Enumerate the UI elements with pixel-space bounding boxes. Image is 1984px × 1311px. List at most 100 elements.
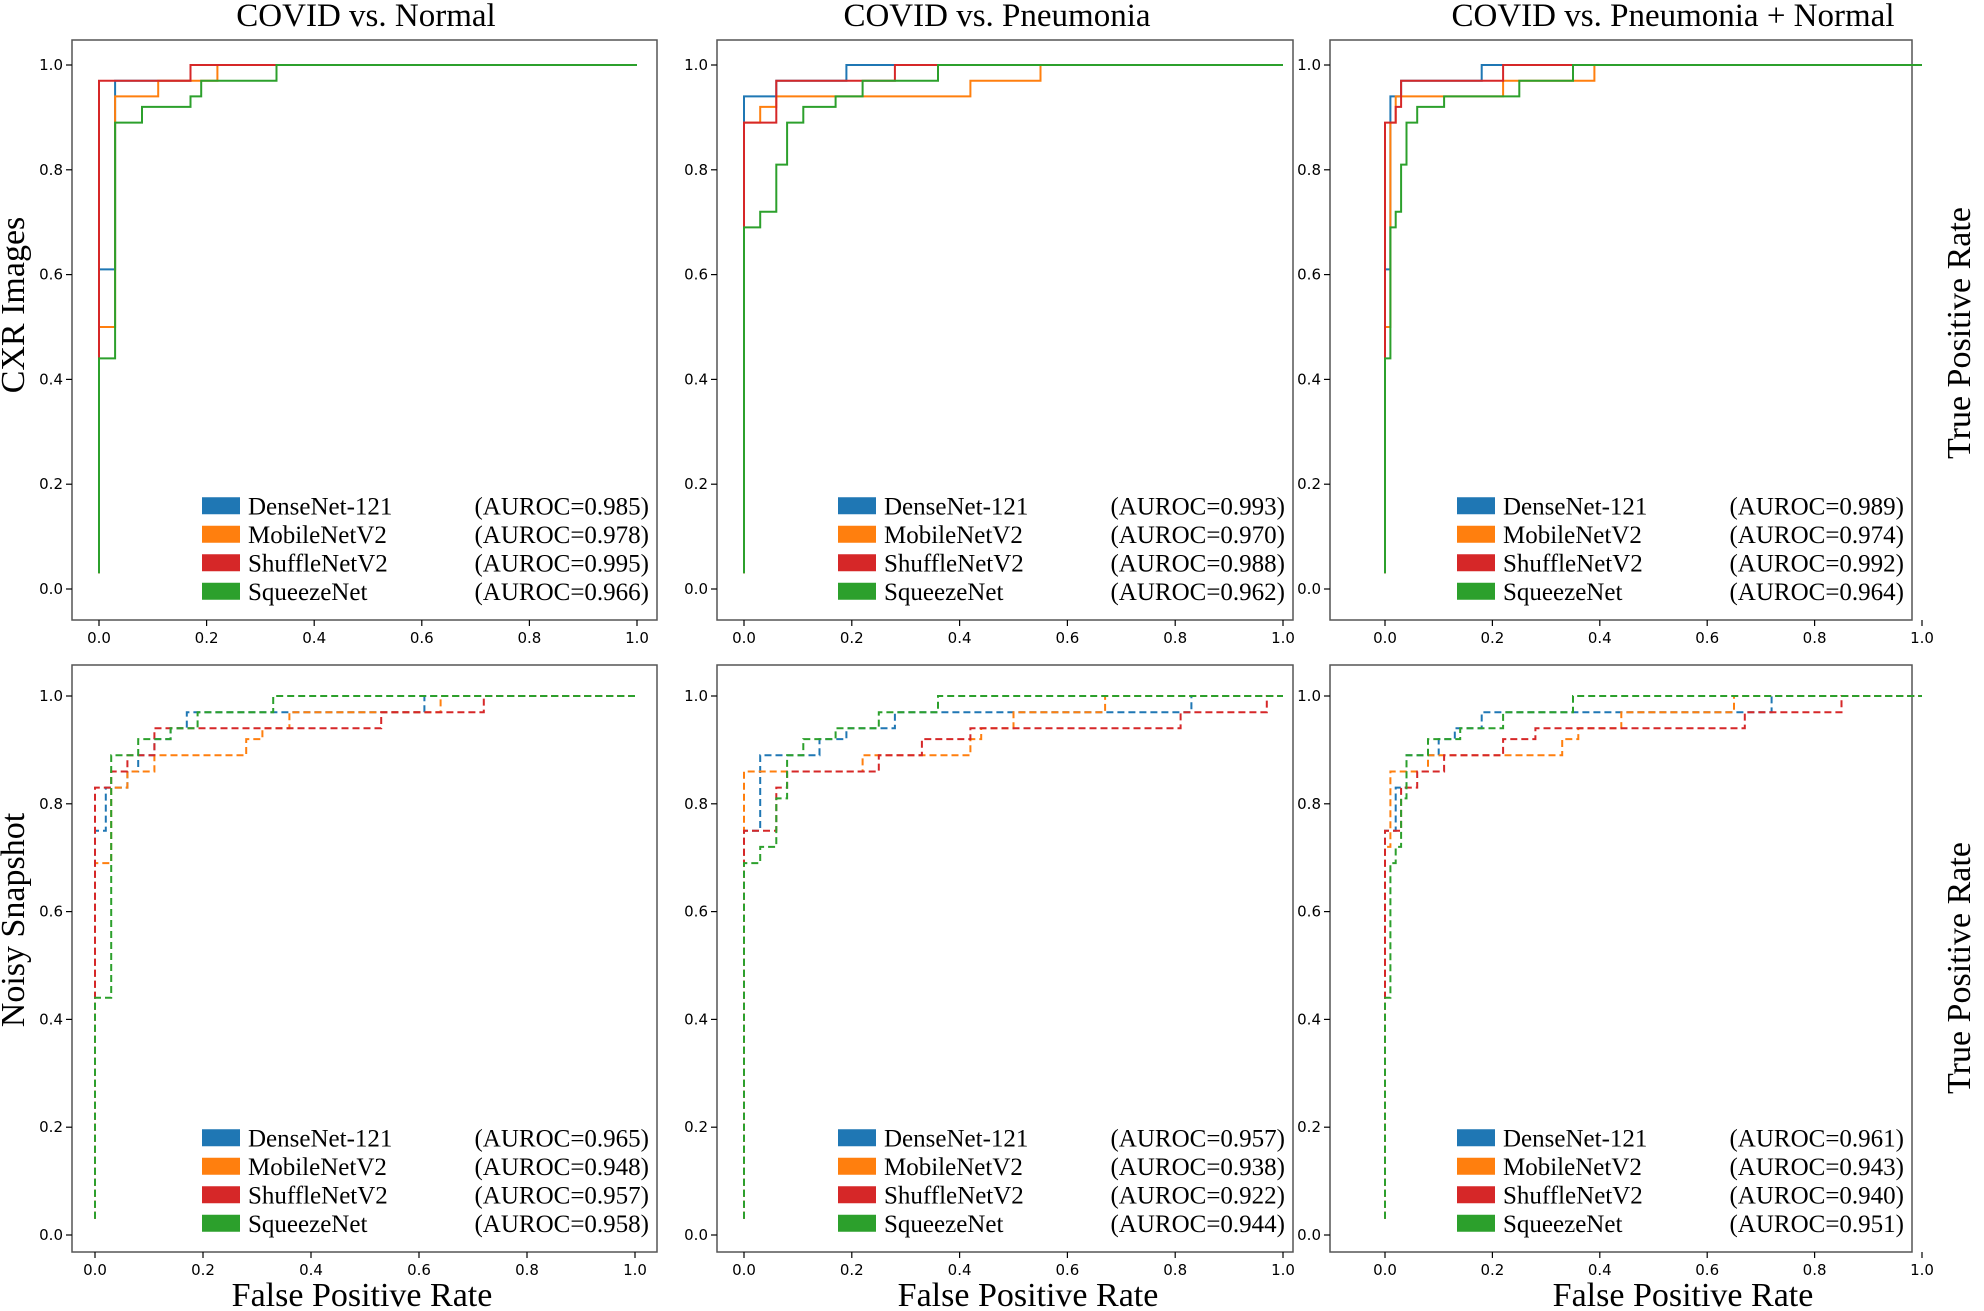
legend-label: SqueezeNet [248,579,367,606]
legend-swatch [1457,1157,1495,1175]
y-tick-label: 0.8 [39,795,63,813]
legend-label: SqueezeNet [1503,579,1622,606]
x-tick-label: 1.0 [1271,629,1295,647]
legend-swatch [838,497,876,515]
y-tick-label: 0.2 [39,475,63,493]
chart-panels: 0.0 0.2 0.4 0.6 0.8 1.00.00.20.40.60.81.0Dens… [39,39,1934,1279]
y-tick-label: 0.4 [684,370,708,388]
y-tick-label: 0.4 [1297,370,1321,388]
legend-label: SqueezeNet [884,579,1003,606]
roc-curve-mobilenetv2 [98,64,637,574]
legend-label: DenseNet-121 [1503,1125,1647,1152]
row-label-cxr: CXR Images [0,217,32,394]
legend-auroc: (AUROC=0.978) [474,522,649,549]
x-tick-label: 0.6 [1695,1261,1719,1279]
xlabel-col3: False Positive Rate [1553,1277,1814,1311]
legend-auroc: (AUROC=0.944) [1110,1211,1285,1238]
y-tick-label: 0.6 [1297,266,1321,284]
legend-auroc: (AUROC=0.940) [1729,1182,1904,1209]
roc-curve-mobilenetv2 [1384,695,1922,1219]
legend-swatch [1457,1186,1495,1204]
legend-auroc: (AUROC=0.995) [474,550,649,577]
x-tick-label: 0.8 [515,1261,539,1279]
roc-panel-6: 0.0 0.2 0.4 0.6 0.8 1.0 0.0 0.2 0.4 0.6 0.8 1.0 Dens… [1297,664,1934,1279]
roc-curve-squeezenet [94,695,635,1219]
legend-swatch [1457,1214,1495,1232]
x-tick-label: 0.4 [1588,1261,1612,1279]
x-tick-label: 0.6 [410,629,434,647]
x-tick-label: 0.4 [299,1261,323,1279]
y-tick-label: 0.6 [39,266,63,284]
legend-swatch [1457,497,1495,515]
legend-label: MobileNetV2 [1503,1154,1642,1181]
legend-auroc: (AUROC=0.966) [474,579,649,606]
roc-curve-mobilenetv2 [1384,64,1922,574]
roc-curve-shufflenetv2 [743,695,1283,1219]
legend-swatch [838,1186,876,1204]
right-ylabel-top: True Positive Rate [1941,207,1978,459]
column-title-2: COVID vs. Pneumonia [843,0,1150,34]
x-tick-label: 0.8 [1803,629,1827,647]
legend-swatch [838,554,876,572]
x-tick-label: 0.2 [1480,629,1504,647]
roc-curve-shufflenetv2 [94,695,635,1219]
legend-swatch [1457,554,1495,572]
axes-frame [716,664,1294,1253]
legend-label: SqueezeNet [884,1211,1003,1238]
x-tick-label: 0.4 [1588,629,1612,647]
y-tick-label: 0.0 [39,1226,63,1244]
legend-label: MobileNetV2 [248,1154,387,1181]
y-tick-label: 0.0 [1297,580,1321,598]
x-tick-label: 1.0 [623,1261,647,1279]
roc-curve-shufflenetv2 [743,64,1283,574]
roc-panel-5: 0.0 0.2 0.4 0.6 0.8 1.0 0.0 0.2 0.4 0.6 0.8 1.0 Dens… [684,664,1295,1279]
x-tick-label: 0.0 [732,629,756,647]
legend-auroc: (AUROC=0.957) [1110,1125,1285,1152]
legend-auroc: (AUROC=0.993) [1110,493,1285,520]
y-tick-label: 1.0 [684,687,708,705]
x-tick-label: 0.8 [1163,629,1187,647]
roc-curve-squeezenet [743,64,1283,574]
x-tick-label: 0.8 [1163,1261,1187,1279]
y-tick-label: 0.4 [39,370,63,388]
roc-curve-squeezenet [1384,695,1922,1219]
x-tick-label: 1.0 [625,629,649,647]
x-tick-label: 0.8 [1803,1261,1827,1279]
legend-swatch [838,1157,876,1175]
x-tick-label: 0.2 [840,1261,864,1279]
x-tick-label: 1.0 [1910,629,1934,647]
x-tick-label: 1.0 [1271,1261,1295,1279]
legend-swatch [202,582,240,600]
legend-auroc: (AUROC=0.922) [1110,1182,1285,1209]
y-tick-label: 0.0 [39,580,63,598]
legend-label: MobileNetV2 [884,522,1023,549]
legend-swatch [838,525,876,543]
legend-label: DenseNet-121 [248,493,392,520]
legend-label: DenseNet-121 [1503,493,1647,520]
legend-swatch [202,1129,240,1147]
legend-auroc: (AUROC=0.965) [474,1125,649,1152]
y-tick-label: 0.0 [1297,1226,1321,1244]
x-tick-label: 0.0 [1373,629,1397,647]
legend-label: ShuffleNetV2 [1503,550,1643,577]
x-tick-label: 0.4 [948,1261,972,1279]
legend-label: SqueezeNet [248,1211,367,1238]
legend-swatch [1457,1129,1495,1147]
y-tick-label: 1.0 [1297,687,1321,705]
roc-panel-4: 0.0 0.2 0.4 0.6 0.8 1.0 0.0 0.2 0.4 0.6 0.8 1.0 Dens… [39,664,658,1279]
y-tick-label: 0.2 [39,1118,63,1136]
legend-label: DenseNet-121 [884,1125,1028,1152]
y-tick-label: 0.2 [684,1118,708,1136]
legend-auroc: (AUROC=0.961) [1729,1125,1904,1152]
legend-swatch [838,1214,876,1232]
y-tick-label: 1.0 [39,687,63,705]
axes-frame [1329,39,1913,621]
roc-curve-squeezenet [1384,64,1922,574]
y-tick-label: 0.6 [684,266,708,284]
x-tick-label: 0.0 [83,1261,107,1279]
legend-auroc: (AUROC=0.992) [1729,550,1904,577]
legend-swatch [202,497,240,515]
roc-panel-3: 0.0 0.2 0.4 0.6 0.8 1.0 0.0 0.2 0.4 0.6 0.8 1.0 Dens… [1297,39,1934,647]
legend-auroc: (AUROC=0.957) [474,1182,649,1209]
legend-auroc: (AUROC=0.938) [1110,1154,1285,1181]
